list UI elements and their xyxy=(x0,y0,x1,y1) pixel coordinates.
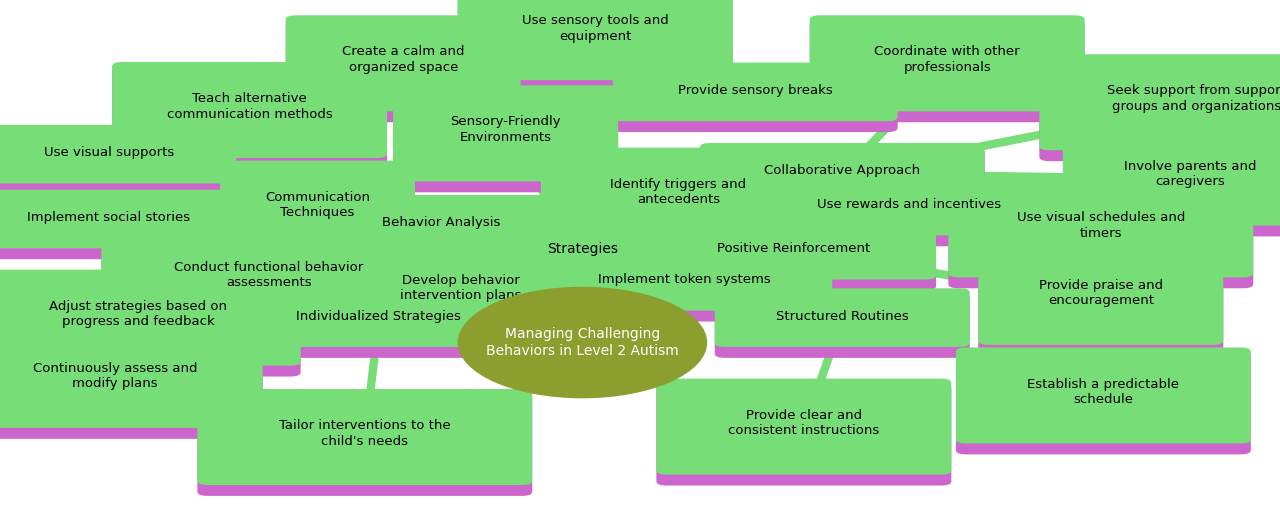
Text: Teach alternative
communication methods: Teach alternative communication methods xyxy=(166,92,333,120)
FancyBboxPatch shape xyxy=(714,289,970,347)
Text: Involve parents and
caregivers: Involve parents and caregivers xyxy=(1124,159,1257,188)
Text: Use rewards and incentives: Use rewards and incentives xyxy=(817,198,1001,211)
Text: Provide clear and
consistent instructions: Provide clear and consistent instruction… xyxy=(728,408,879,437)
FancyBboxPatch shape xyxy=(1062,135,1280,237)
FancyBboxPatch shape xyxy=(613,63,897,121)
Text: Managing Challenging
Behaviors in Level 2 Autism: Managing Challenging Behaviors in Level … xyxy=(486,327,678,358)
FancyBboxPatch shape xyxy=(948,181,1253,277)
Text: Provide praise and
encouragement: Provide praise and encouragement xyxy=(1039,279,1162,307)
FancyBboxPatch shape xyxy=(652,226,936,291)
FancyBboxPatch shape xyxy=(714,294,970,358)
Text: Provide sensory breaks: Provide sensory breaks xyxy=(678,84,832,97)
Text: Positive Reinforcement: Positive Reinforcement xyxy=(717,242,870,255)
FancyBboxPatch shape xyxy=(978,249,1224,345)
FancyBboxPatch shape xyxy=(1062,130,1280,225)
FancyBboxPatch shape xyxy=(221,289,536,347)
FancyBboxPatch shape xyxy=(810,16,1084,112)
FancyBboxPatch shape xyxy=(700,148,984,213)
FancyBboxPatch shape xyxy=(657,384,951,486)
FancyBboxPatch shape xyxy=(220,166,415,268)
FancyBboxPatch shape xyxy=(541,153,815,255)
FancyBboxPatch shape xyxy=(324,195,559,254)
FancyBboxPatch shape xyxy=(1039,60,1280,161)
FancyBboxPatch shape xyxy=(338,244,584,339)
FancyBboxPatch shape xyxy=(956,348,1251,443)
Text: Adjust strategies based on
progress and feedback: Adjust strategies based on progress and … xyxy=(49,299,228,328)
FancyBboxPatch shape xyxy=(338,249,584,351)
FancyBboxPatch shape xyxy=(657,379,951,474)
Text: Implement token systems: Implement token systems xyxy=(599,274,771,286)
FancyBboxPatch shape xyxy=(0,332,262,428)
FancyBboxPatch shape xyxy=(700,143,984,201)
Text: Use visual schedules and
timers: Use visual schedules and timers xyxy=(1016,211,1185,240)
FancyBboxPatch shape xyxy=(538,252,832,310)
FancyBboxPatch shape xyxy=(197,389,532,485)
FancyBboxPatch shape xyxy=(393,86,618,182)
Text: Develop behavior
intervention plans: Develop behavior intervention plans xyxy=(401,274,521,302)
Text: Collaborative Approach: Collaborative Approach xyxy=(764,165,920,177)
FancyBboxPatch shape xyxy=(113,62,387,158)
Text: Communication
Techniques: Communication Techniques xyxy=(265,190,370,219)
Text: Identify triggers and
antecedents: Identify triggers and antecedents xyxy=(611,177,746,206)
Text: Establish a predictable
schedule: Establish a predictable schedule xyxy=(1028,377,1179,406)
FancyBboxPatch shape xyxy=(458,0,732,91)
FancyBboxPatch shape xyxy=(285,16,521,112)
FancyBboxPatch shape xyxy=(613,68,897,132)
FancyBboxPatch shape xyxy=(500,226,666,291)
FancyBboxPatch shape xyxy=(0,190,261,249)
FancyBboxPatch shape xyxy=(101,230,436,327)
Text: Coordinate with other
professionals: Coordinate with other professionals xyxy=(874,45,1020,74)
Text: Strategies: Strategies xyxy=(547,242,618,256)
FancyBboxPatch shape xyxy=(458,0,732,80)
Text: Use visual supports: Use visual supports xyxy=(44,146,174,159)
FancyBboxPatch shape xyxy=(541,147,815,244)
FancyBboxPatch shape xyxy=(0,337,262,439)
FancyBboxPatch shape xyxy=(746,182,1071,247)
FancyBboxPatch shape xyxy=(956,353,1251,455)
Text: Structured Routines: Structured Routines xyxy=(776,310,909,323)
FancyBboxPatch shape xyxy=(221,294,536,358)
FancyBboxPatch shape xyxy=(0,125,237,184)
Text: Create a calm and
organized space: Create a calm and organized space xyxy=(342,45,465,74)
FancyBboxPatch shape xyxy=(324,200,559,265)
FancyBboxPatch shape xyxy=(393,91,618,193)
Text: Conduct functional behavior
assessments: Conduct functional behavior assessments xyxy=(174,261,364,289)
FancyBboxPatch shape xyxy=(113,67,387,169)
Text: Tailor interventions to the
child's needs: Tailor interventions to the child's need… xyxy=(279,419,451,447)
Text: Use sensory tools and
equipment: Use sensory tools and equipment xyxy=(522,14,668,43)
FancyBboxPatch shape xyxy=(538,257,832,321)
FancyBboxPatch shape xyxy=(948,187,1253,289)
FancyBboxPatch shape xyxy=(0,275,301,377)
FancyBboxPatch shape xyxy=(101,236,436,338)
FancyBboxPatch shape xyxy=(220,161,415,257)
Ellipse shape xyxy=(458,286,708,399)
Text: Continuously assess and
modify plans: Continuously assess and modify plans xyxy=(33,362,197,390)
Text: Individualized Strategies: Individualized Strategies xyxy=(297,310,461,323)
Text: Behavior Analysis: Behavior Analysis xyxy=(383,216,500,229)
FancyBboxPatch shape xyxy=(0,130,237,195)
FancyBboxPatch shape xyxy=(978,254,1224,356)
Text: Sensory-Friendly
Environments: Sensory-Friendly Environments xyxy=(451,115,561,144)
FancyBboxPatch shape xyxy=(810,21,1084,122)
FancyBboxPatch shape xyxy=(285,21,521,122)
FancyBboxPatch shape xyxy=(1039,54,1280,151)
Text: Implement social stories: Implement social stories xyxy=(27,211,191,224)
FancyBboxPatch shape xyxy=(652,221,936,279)
FancyBboxPatch shape xyxy=(500,221,666,279)
FancyBboxPatch shape xyxy=(197,394,532,496)
FancyBboxPatch shape xyxy=(746,177,1071,236)
FancyBboxPatch shape xyxy=(0,195,261,260)
Text: Seek support from support
groups and organizations: Seek support from support groups and org… xyxy=(1107,84,1280,113)
FancyBboxPatch shape xyxy=(0,270,301,365)
